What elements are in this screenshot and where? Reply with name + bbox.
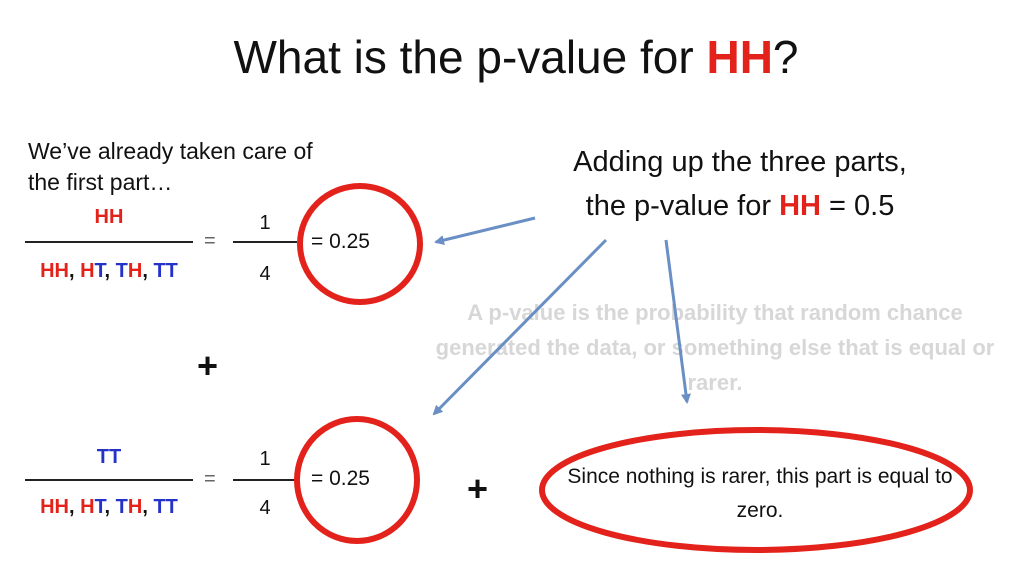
fraction-1-bottom: 4 [259, 263, 271, 285]
outcome-tt: TT [153, 260, 178, 282]
outcome-ht-t: T [94, 260, 105, 282]
summary-highlight: HH [779, 190, 821, 222]
summary-line-2-value: = 0.5 [820, 190, 895, 222]
summary-text: Adding up the three parts, the p-value f… [505, 140, 975, 228]
fraction-1-top: 1 [259, 212, 271, 234]
outcome-hh: HH [40, 260, 69, 282]
plus-sign-2: + [467, 468, 489, 509]
outcome-separator: , [68, 496, 81, 518]
outcome-separator: , [104, 260, 116, 282]
fraction-2-result: = 0.25 [311, 467, 370, 490]
outcome-ht-h: H [80, 260, 95, 282]
slide-title: What is the p-value for HH? [0, 30, 1032, 84]
fraction-2-equals: = [204, 468, 216, 490]
summary-line-2: the p-value for [585, 190, 780, 222]
fraction-1-denominator: HH, HT, TH, TT [25, 260, 193, 283]
highlight-ellipse-zero [539, 427, 973, 553]
summary-line-1: Adding up the three parts, [573, 146, 907, 178]
outcome-separator: , [142, 260, 154, 282]
outcome-th-t: T [115, 496, 128, 518]
outcome-th-h: H [127, 260, 143, 282]
fraction-2-denominator: HH, HT, TH, TT [25, 496, 193, 519]
plus-sign-1: + [197, 345, 219, 386]
highlight-circle-1 [297, 183, 423, 305]
fraction-1-numerator: HH [94, 206, 124, 228]
outcome-ht-h: H [80, 496, 95, 518]
fraction-2-bar [25, 479, 193, 481]
arrow-to-first-part [434, 216, 536, 245]
outcome-tt: TT [153, 496, 178, 518]
title-highlight: HH [706, 31, 773, 83]
outcome-separator: , [68, 260, 81, 282]
outcome-hh: HH [40, 496, 69, 518]
outcome-th-t: T [115, 260, 128, 282]
highlight-circle-2 [294, 416, 420, 544]
outcome-separator: , [142, 496, 154, 518]
first-part-note: We’ve already taken care of the first pa… [28, 138, 313, 195]
zero-part-text: Since nothing is rarer, this part is equ… [567, 465, 953, 522]
fraction-1-value-bar [233, 241, 297, 243]
fraction-2-top: 1 [259, 448, 271, 470]
outcome-separator: , [104, 496, 116, 518]
fraction-2-bottom: 4 [259, 497, 271, 519]
fraction-1-bar [25, 241, 193, 243]
outcome-th-h: H [127, 496, 143, 518]
arrow-to-third-part [664, 239, 691, 404]
fraction-2-value-bar [233, 479, 297, 481]
fraction-2-numerator: TT [96, 446, 122, 468]
p-value-definition: A p-value is the probability that random… [435, 300, 995, 395]
fraction-1-result: = 0.25 [311, 230, 370, 253]
title-question-mark: ? [772, 31, 799, 83]
outcome-ht-t: T [94, 496, 105, 518]
fraction-1-equals: = [204, 230, 216, 252]
arrow-to-second-part [432, 238, 608, 416]
title-text: What is the p-value for [233, 31, 707, 83]
